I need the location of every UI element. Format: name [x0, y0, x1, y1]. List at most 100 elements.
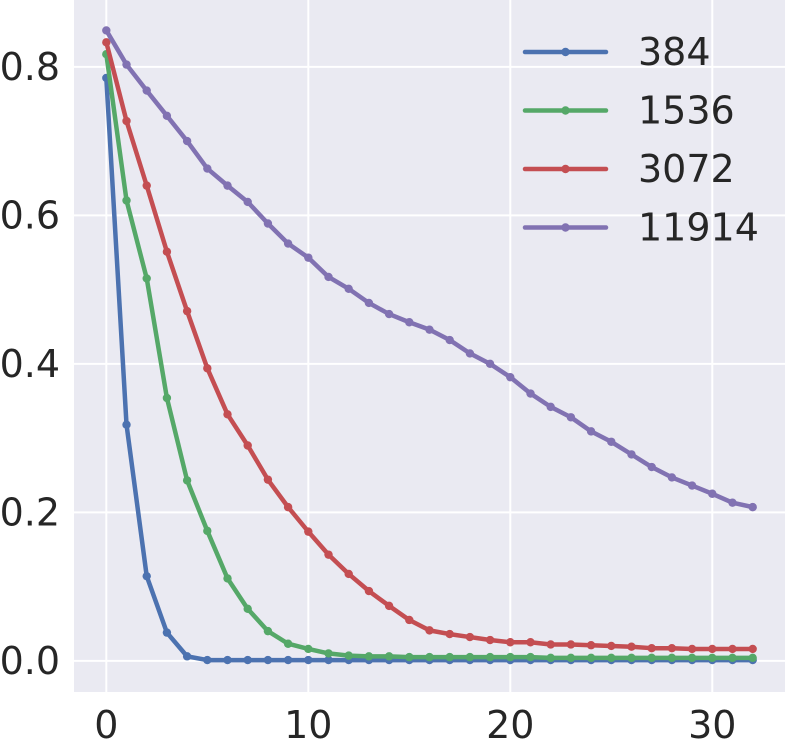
data-point-1536	[667, 653, 677, 663]
data-point-1536	[344, 651, 353, 660]
data-point-3072	[526, 638, 535, 647]
tick-labels: 0 10 20 30 0.0 0.2 0.4 0.6 0.8	[0, 45, 736, 747]
data-point-1536	[122, 196, 131, 205]
data-point-1536	[566, 653, 576, 663]
data-point-3072	[566, 640, 576, 649]
data-point-11914	[162, 111, 172, 121]
data-point-11914	[607, 437, 616, 446]
data-point-11914	[586, 427, 596, 436]
data-point-11914	[223, 181, 232, 190]
legend-item-11914: 11914	[522, 206, 759, 250]
data-point-1536	[304, 644, 313, 654]
data-point-3072	[182, 306, 192, 316]
data-point-3072	[506, 638, 515, 647]
data-point-11914	[667, 473, 677, 482]
data-point-11914	[748, 502, 757, 512]
data-point-384	[283, 655, 293, 665]
data-point-384	[223, 655, 232, 665]
data-point-11914	[728, 498, 737, 507]
data-point-384	[142, 571, 151, 581]
data-point-3072	[122, 116, 131, 126]
data-point-1536	[465, 652, 475, 662]
data-point-11914	[405, 318, 414, 327]
legend-item-1536: 1536	[522, 89, 735, 133]
data-point-11914	[324, 272, 333, 282]
x-tick-label: 30	[688, 703, 736, 747]
data-point-11914	[344, 284, 353, 294]
data-point-3072	[283, 502, 293, 512]
data-point-1536	[607, 653, 616, 663]
data-point-384	[304, 655, 313, 665]
data-point-1536	[182, 476, 192, 485]
data-point-1536	[364, 652, 374, 661]
data-point-384	[263, 655, 273, 665]
data-point-11914	[384, 309, 394, 319]
data-point-1536	[283, 639, 293, 648]
data-point-1536	[203, 526, 212, 536]
y-tick-label: 0.6	[0, 193, 60, 237]
data-point-11914	[708, 489, 717, 498]
data-point-1536	[485, 652, 495, 662]
data-point-11914	[364, 298, 374, 308]
plot-area-background	[74, 0, 785, 692]
legend-item-384: 384	[522, 30, 711, 74]
data-point-11914	[203, 164, 212, 173]
data-point-3072	[263, 475, 273, 484]
data-point-11914	[526, 389, 535, 398]
data-point-1536	[162, 393, 172, 403]
legend-label: 11914	[638, 206, 759, 250]
legend-label: 1536	[638, 89, 735, 133]
data-point-1536	[526, 652, 535, 662]
data-point-11914	[102, 26, 111, 35]
y-tick-label: 0.8	[0, 45, 60, 89]
data-point-1536	[425, 652, 434, 662]
data-point-1536	[223, 574, 232, 583]
data-point-11914	[142, 86, 151, 95]
data-point-3072	[586, 641, 596, 650]
data-point-3072	[607, 641, 616, 651]
data-point-3072	[546, 640, 555, 649]
data-point-384	[243, 655, 252, 665]
data-point-3072	[162, 247, 172, 256]
data-point-3072	[243, 441, 252, 450]
data-point-1536	[627, 653, 636, 663]
x-tick-label: 0	[94, 703, 118, 747]
data-point-1536	[142, 274, 151, 283]
data-point-3072	[364, 586, 374, 596]
data-point-3072	[728, 644, 737, 654]
data-point-3072	[445, 629, 454, 639]
data-point-3072	[748, 644, 757, 654]
data-point-11914	[687, 481, 697, 490]
data-point-3072	[425, 626, 434, 635]
data-point-11914	[122, 60, 131, 69]
data-point-384	[122, 420, 131, 429]
data-point-11914	[506, 372, 515, 382]
legend-marker	[561, 223, 570, 232]
data-point-1536	[687, 653, 697, 663]
data-point-11914	[425, 325, 434, 334]
data-point-3072	[687, 644, 697, 654]
x-tick-label: 10	[284, 703, 332, 747]
data-point-1536	[405, 652, 414, 662]
data-point-1536	[748, 653, 757, 663]
legend-marker	[561, 47, 570, 57]
data-point-3072	[647, 643, 656, 653]
series-layer	[102, 26, 757, 665]
data-point-3072	[384, 601, 394, 611]
data-point-11914	[647, 462, 656, 472]
legend-label: 384	[638, 30, 711, 74]
data-point-3072	[324, 550, 333, 559]
data-point-3072	[344, 569, 353, 579]
data-point-3072	[223, 410, 232, 419]
data-point-3072	[708, 644, 717, 654]
data-point-3072	[203, 364, 212, 373]
data-point-3072	[304, 527, 313, 536]
data-point-11914	[445, 335, 454, 345]
data-point-1536	[445, 652, 454, 662]
data-point-1536	[506, 652, 515, 662]
data-point-1536	[647, 653, 656, 663]
data-point-11914	[243, 197, 252, 207]
data-point-3072	[102, 38, 111, 47]
data-point-1536	[728, 653, 737, 663]
